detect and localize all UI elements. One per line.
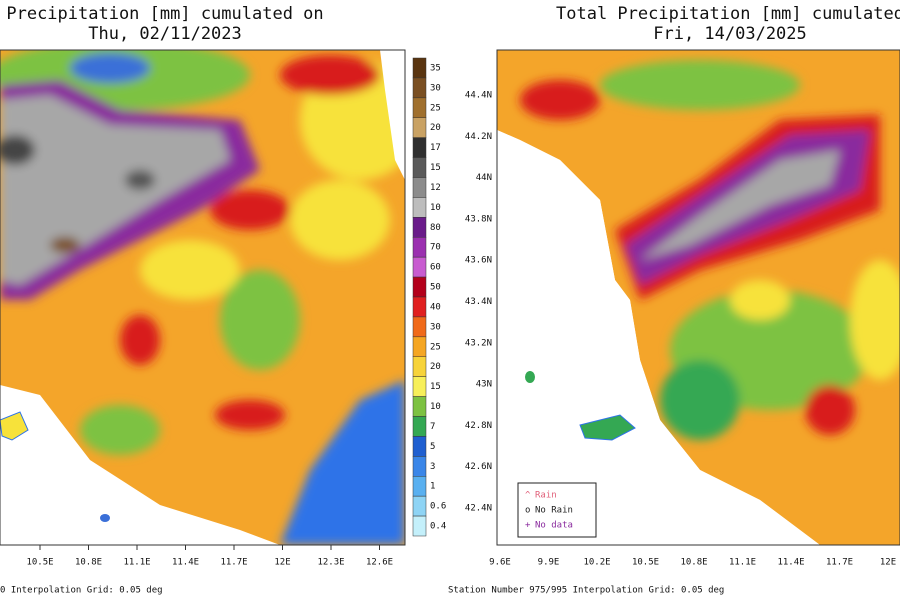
x-tick-label: 12.3E xyxy=(317,558,344,568)
colorbar-swatch xyxy=(412,495,427,517)
colorbar-swatch xyxy=(412,316,427,338)
colorbar-label: 25 xyxy=(430,342,441,352)
x-tick-label: 11.7E xyxy=(826,558,853,568)
y-tick-label: 44N xyxy=(476,173,492,183)
x-tick-label: 12E xyxy=(880,558,896,568)
legend-label: No data xyxy=(535,521,573,531)
x-tick-label: 9.9E xyxy=(538,558,560,568)
x-tick-label: 12E xyxy=(274,558,290,568)
colorbar-label: 1 xyxy=(430,482,435,492)
colorbar-swatch xyxy=(412,476,427,497)
colorbar-swatch xyxy=(412,197,427,218)
y-tick-label: 42.4N xyxy=(465,504,492,514)
x-tick-label: 11.1E xyxy=(729,558,756,568)
colorbar-label: 0.6 xyxy=(430,502,446,512)
y-tick-label: 43.8N xyxy=(465,214,492,224)
x-tick-label: 11.4E xyxy=(777,558,804,568)
colorbar-swatch xyxy=(412,97,427,119)
colorbar-label: 15 xyxy=(430,382,441,392)
colorbar-swatch xyxy=(412,117,427,138)
colorbar-swatch xyxy=(412,157,427,178)
right-frame xyxy=(496,49,900,546)
legend-label: Rain xyxy=(535,491,557,501)
y-tick-label: 44.4N xyxy=(465,91,492,101)
right-map xyxy=(497,50,900,545)
colorbar-swatch xyxy=(412,436,427,457)
colorbar-swatch xyxy=(412,296,427,318)
x-tick-label: 10.8E xyxy=(75,558,102,568)
x-tick-label: 10.5E xyxy=(632,558,659,568)
colorbar-label: 70 xyxy=(430,243,441,253)
y-tick-label: 43.6N xyxy=(465,256,492,266)
y-tick-label: 44.2N xyxy=(465,132,492,142)
colorbar-label: 25 xyxy=(430,103,441,113)
right-footer: Station Number 975/995 Interpolation Gri… xyxy=(448,586,724,596)
legend-symbol: + xyxy=(525,521,531,531)
y-tick-label: 43.2N xyxy=(465,338,492,348)
colorbar-swatch xyxy=(412,137,427,158)
left-frame xyxy=(0,49,406,546)
colorbar-swatch xyxy=(412,276,427,298)
left-title: Precipitation [mm] cumulated on xyxy=(6,4,323,24)
y-tick-label: 43.4N xyxy=(465,297,492,307)
x-tick-label: 10.8E xyxy=(680,558,707,568)
colorbar-label: 5 xyxy=(430,442,435,452)
colorbar-label: 10 xyxy=(430,203,441,213)
colorbar-swatch xyxy=(412,456,427,477)
colorbar-label: 15 xyxy=(430,163,441,173)
colorbar-swatch xyxy=(412,515,427,537)
colorbar-label: 0.4 xyxy=(430,522,446,532)
colorbar-swatch xyxy=(412,256,427,278)
colorbar: 35 30 25 20 17 15 12 10 80 70 60 50 40 30 25 20 15 10 7 5 3 1… xyxy=(412,57,446,537)
colorbar-label: 10 xyxy=(430,402,441,412)
left-map xyxy=(0,50,405,545)
y-tick-label: 42.8N xyxy=(465,421,492,431)
legend-symbol: o xyxy=(525,506,530,516)
colorbar-label: 30 xyxy=(430,322,441,332)
colorbar-swatch xyxy=(412,237,427,258)
left-footer: 0 Interpolation Grid: 0.05 deg xyxy=(0,586,163,596)
x-tick-label: 11.7E xyxy=(220,558,247,568)
right-axes: 44.4N 44.2N 44N 43.8N 43.6N 43.4N 43.2N 43N 42.8… xyxy=(465,91,896,568)
legend-box xyxy=(517,482,597,538)
colorbar-swatch xyxy=(412,376,427,397)
colorbar-label: 17 xyxy=(430,143,441,153)
y-tick-label: 43N xyxy=(476,380,492,390)
x-tick-label: 12.6E xyxy=(366,558,393,568)
colorbar-label: 30 xyxy=(430,83,441,93)
x-tick-label: 9.6E xyxy=(489,558,511,568)
colorbar-swatch xyxy=(412,217,427,238)
colorbar-label: 40 xyxy=(430,302,441,312)
colorbar-label: 35 xyxy=(430,63,441,73)
x-tick-label: 10.2E xyxy=(583,558,610,568)
colorbar-swatch xyxy=(412,57,427,79)
colorbar-label: 7 xyxy=(430,422,435,432)
colorbar-label: 80 xyxy=(430,223,441,233)
colorbar-swatch xyxy=(412,416,427,437)
right-title: Total Precipitation [mm] cumulated xyxy=(556,4,900,24)
colorbar-swatch xyxy=(412,77,427,99)
left-subtitle: Thu, 02/11/2023 xyxy=(88,24,242,44)
colorbar-label: 3 xyxy=(430,462,435,472)
colorbar-label: 12 xyxy=(430,183,441,193)
legend-label: No Rain xyxy=(535,506,573,516)
colorbar-swatch xyxy=(412,356,427,377)
colorbar-swatch xyxy=(412,336,427,358)
x-tick-label: 11.1E xyxy=(123,558,150,568)
right-subtitle: Fri, 14/03/2025 xyxy=(653,24,807,44)
legend-symbol: ^ xyxy=(525,491,531,501)
x-tick-label: 11.4E xyxy=(172,558,199,568)
colorbar-swatch xyxy=(412,177,427,198)
colorbar-label: 60 xyxy=(430,263,441,273)
colorbar-label: 20 xyxy=(430,123,441,133)
x-tick-label: 10.5E xyxy=(26,558,53,568)
colorbar-label: 50 xyxy=(430,283,441,293)
colorbar-label: 20 xyxy=(430,362,441,372)
colorbar-swatch xyxy=(412,396,427,417)
y-tick-label: 42.6N xyxy=(465,462,492,472)
